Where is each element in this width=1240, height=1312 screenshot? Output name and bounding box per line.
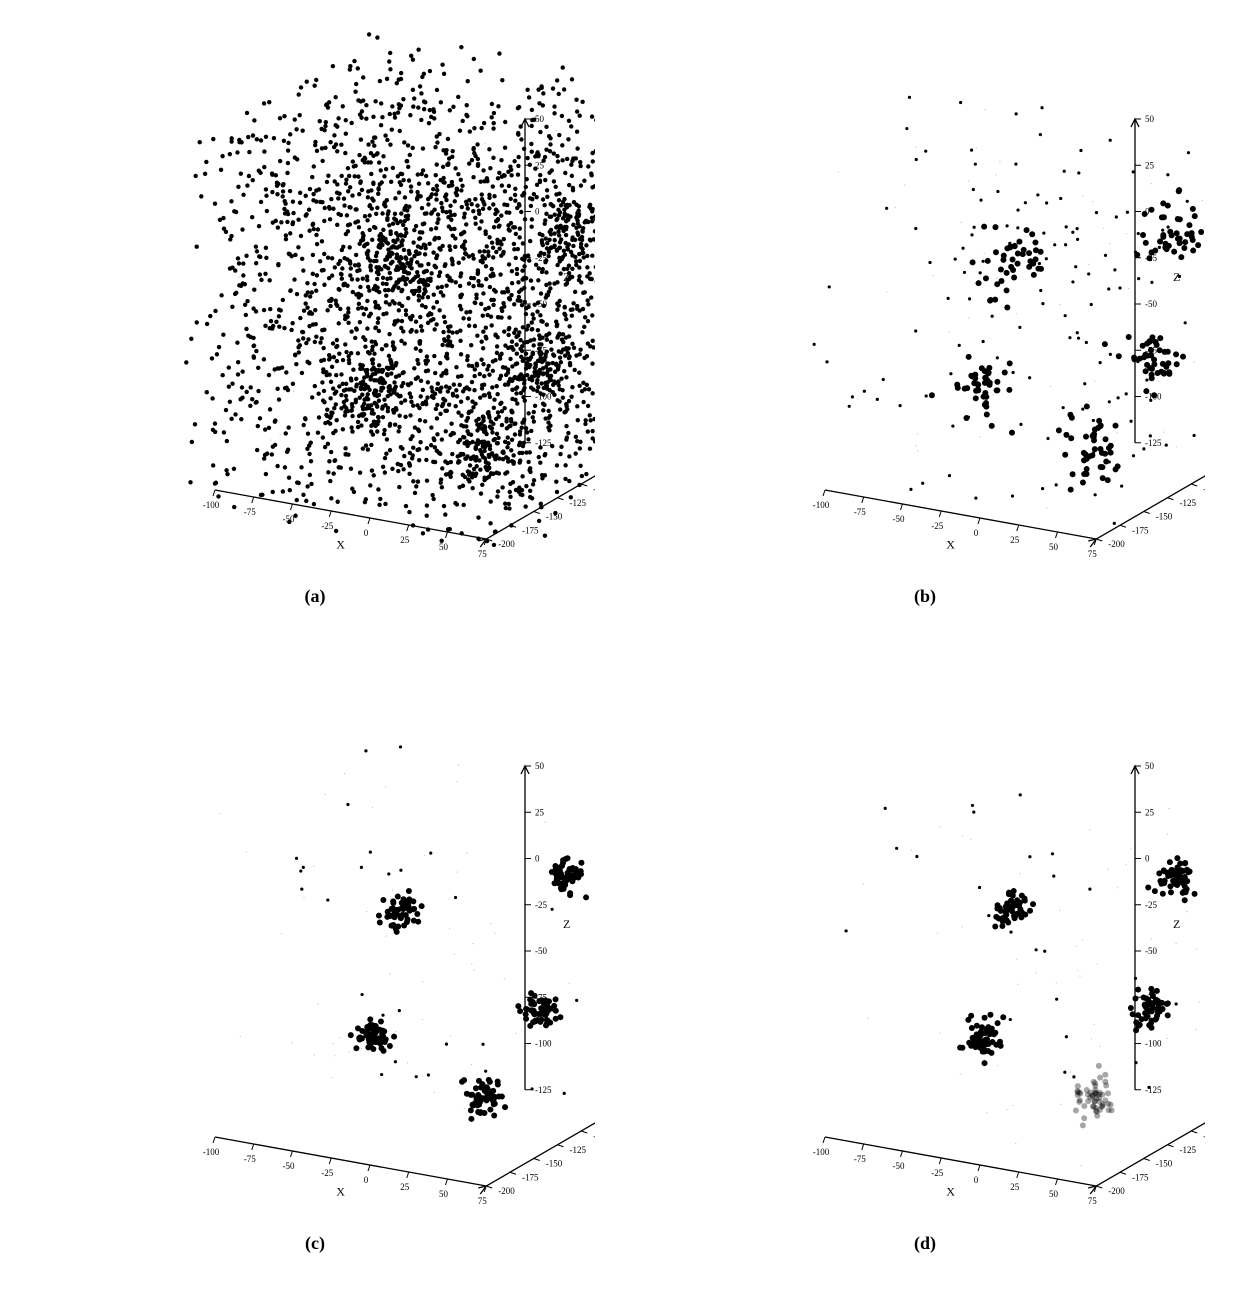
plot-c: -100-75-50-250255075X-25-50-75-100-125-1… [35, 667, 595, 1227]
caption-d: (d) [914, 1233, 936, 1254]
svg-text:-175: -175 [1132, 1172, 1149, 1182]
svg-text:25: 25 [1010, 535, 1020, 545]
svg-text:-175: -175 [1132, 525, 1149, 535]
svg-text:X: X [336, 538, 345, 552]
plot-a: -100-75-50-250255075X-25-50-75-100-125-1… [35, 20, 595, 580]
svg-text:Z: Z [1173, 917, 1180, 931]
svg-text:75: 75 [478, 1196, 488, 1206]
svg-text:-75: -75 [854, 507, 866, 517]
svg-text:-100: -100 [813, 500, 830, 510]
svg-text:-50: -50 [893, 514, 905, 524]
svg-text:25: 25 [1145, 160, 1155, 170]
svg-text:-25: -25 [1145, 900, 1157, 910]
svg-text:75: 75 [478, 549, 488, 559]
svg-text:75: 75 [1088, 549, 1098, 559]
scatter-3d: -100-75-50-250255075X-25-50-75-100-125-1… [35, 20, 595, 580]
svg-text:-125: -125 [1145, 1085, 1162, 1095]
caption-b: (b) [914, 586, 936, 607]
svg-text:-100: -100 [1203, 484, 1205, 494]
svg-text:-175: -175 [522, 1172, 539, 1182]
svg-text:Z: Z [563, 917, 570, 931]
svg-text:-200: -200 [498, 539, 515, 549]
panel-a: -100-75-50-250255075X-25-50-75-100-125-1… [20, 20, 610, 607]
svg-text:0: 0 [535, 207, 540, 217]
svg-text:-100: -100 [593, 484, 595, 494]
svg-text:-200: -200 [498, 1186, 515, 1196]
panel-c: -100-75-50-250255075X-25-50-75-100-125-1… [20, 667, 610, 1254]
svg-text:50: 50 [535, 761, 545, 771]
svg-text:-125: -125 [570, 498, 587, 508]
scatter-3d: -100-75-50-250255075X-25-50-75-100-125-1… [35, 667, 595, 1227]
svg-text:-50: -50 [893, 1161, 905, 1171]
svg-text:-125: -125 [1180, 498, 1197, 508]
svg-text:-100: -100 [813, 1147, 830, 1157]
svg-text:-75: -75 [244, 1154, 256, 1164]
svg-text:75: 75 [1088, 1196, 1098, 1206]
svg-text:-25: -25 [931, 1168, 943, 1178]
svg-text:-125: -125 [570, 1145, 587, 1155]
svg-text:25: 25 [1145, 807, 1155, 817]
svg-text:-175: -175 [522, 525, 539, 535]
plot-b: -100-75-50-250255075X-25-50-75-100-125-1… [645, 20, 1205, 580]
svg-text:-100: -100 [1203, 1131, 1205, 1141]
svg-text:0: 0 [1145, 854, 1150, 864]
svg-text:0: 0 [535, 854, 540, 864]
plot-d: -100-75-50-250255075X-25-50-75-100-125-1… [645, 667, 1205, 1227]
svg-text:-50: -50 [1145, 299, 1157, 309]
scatter-3d: -100-75-50-250255075X-25-50-75-100-125-1… [645, 20, 1205, 580]
svg-text:-150: -150 [1156, 512, 1173, 522]
svg-text:X: X [336, 1185, 345, 1199]
caption-c: (c) [305, 1233, 325, 1254]
svg-text:0: 0 [974, 528, 979, 538]
svg-text:-125: -125 [1180, 1145, 1197, 1155]
svg-text:-25: -25 [535, 900, 547, 910]
svg-text:X: X [946, 1185, 955, 1199]
svg-text:50: 50 [535, 114, 545, 124]
svg-text:-50: -50 [535, 946, 547, 956]
svg-text:-100: -100 [203, 500, 220, 510]
svg-text:-75: -75 [854, 1154, 866, 1164]
svg-text:-25: -25 [321, 1168, 333, 1178]
svg-text:-150: -150 [546, 1159, 563, 1169]
svg-text:-100: -100 [535, 1039, 552, 1049]
svg-text:0: 0 [364, 528, 369, 538]
svg-text:-200: -200 [1108, 1186, 1125, 1196]
svg-text:-50: -50 [1145, 946, 1157, 956]
svg-text:25: 25 [1010, 1182, 1020, 1192]
svg-text:50: 50 [1145, 114, 1155, 124]
figure-grid: -100-75-50-250255075X-25-50-75-100-125-1… [20, 20, 1220, 1254]
svg-text:50: 50 [439, 542, 449, 552]
svg-text:50: 50 [1049, 542, 1059, 552]
svg-text:50: 50 [439, 1189, 449, 1199]
svg-text:-50: -50 [283, 1161, 295, 1171]
svg-text:-150: -150 [1156, 1159, 1173, 1169]
svg-text:-25: -25 [931, 521, 943, 531]
svg-text:-100: -100 [1145, 1039, 1162, 1049]
svg-text:-125: -125 [535, 1085, 552, 1095]
svg-text:0: 0 [364, 1175, 369, 1185]
svg-text:X: X [946, 538, 955, 552]
panel-b: -100-75-50-250255075X-25-50-75-100-125-1… [630, 20, 1220, 607]
svg-text:-125: -125 [1145, 438, 1162, 448]
svg-text:-200: -200 [1108, 539, 1125, 549]
svg-text:-25: -25 [321, 521, 333, 531]
svg-text:-100: -100 [593, 1131, 595, 1141]
svg-text:50: 50 [1049, 1189, 1059, 1199]
scatter-3d: -100-75-50-250255075X-25-50-75-100-125-1… [645, 667, 1205, 1227]
svg-text:25: 25 [535, 807, 545, 817]
caption-a: (a) [305, 586, 326, 607]
svg-text:0: 0 [974, 1175, 979, 1185]
svg-text:-75: -75 [244, 507, 256, 517]
panel-d: -100-75-50-250255075X-25-50-75-100-125-1… [630, 667, 1220, 1254]
svg-text:-100: -100 [203, 1147, 220, 1157]
svg-text:25: 25 [400, 1182, 410, 1192]
svg-text:-125: -125 [535, 438, 552, 448]
svg-text:50: 50 [1145, 761, 1155, 771]
svg-text:25: 25 [400, 535, 410, 545]
